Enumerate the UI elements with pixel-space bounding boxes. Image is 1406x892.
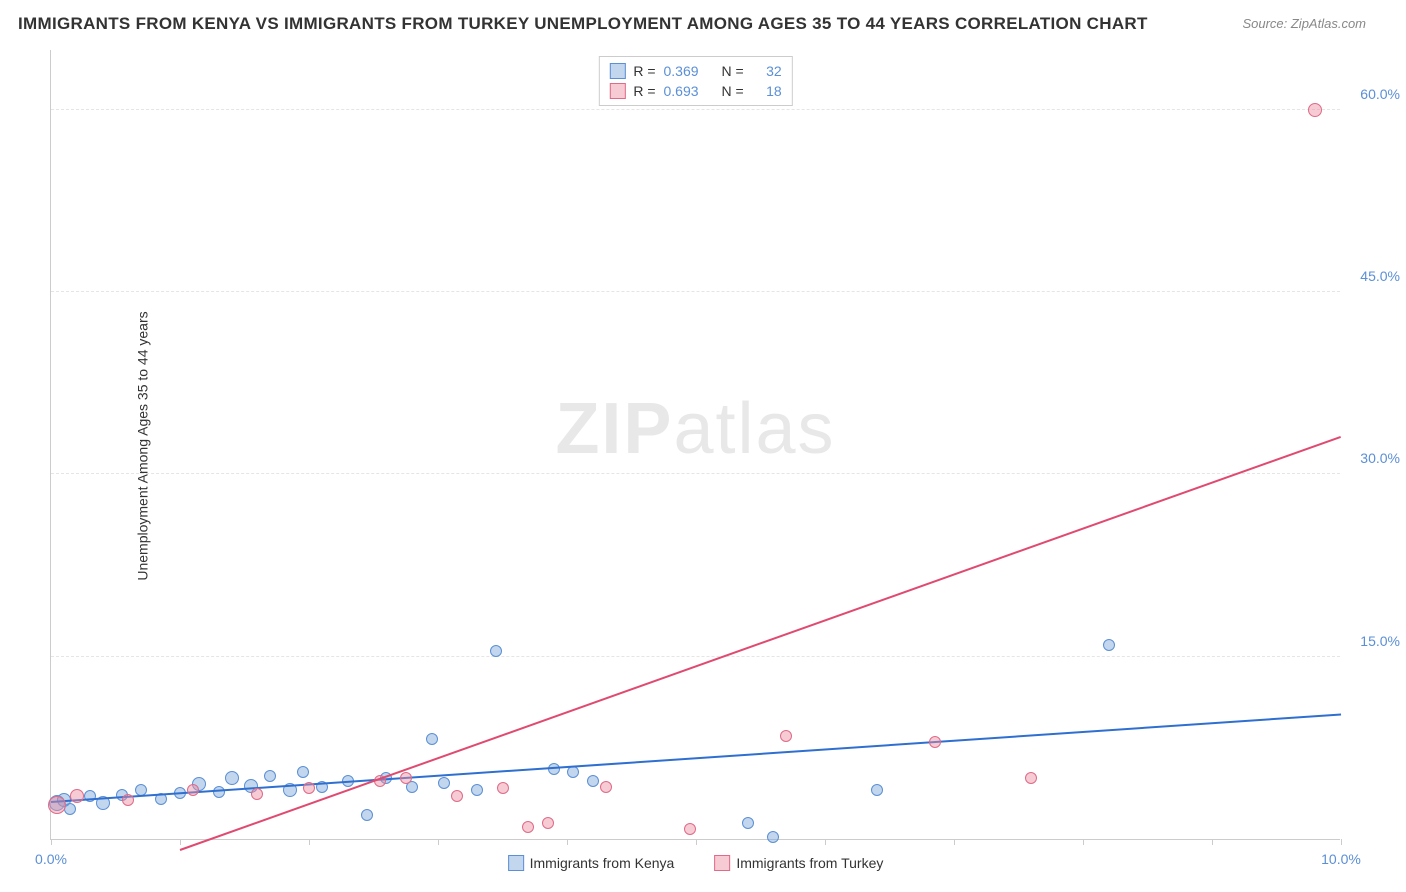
- data-point: [1103, 639, 1115, 651]
- y-tick-label: 60.0%: [1360, 86, 1400, 102]
- data-point: [451, 790, 463, 802]
- stats-row: R = 0.693 N = 18: [609, 81, 781, 101]
- data-point: [871, 784, 883, 796]
- x-tick: [954, 839, 955, 845]
- x-tick: [180, 839, 181, 845]
- data-point: [297, 766, 309, 778]
- stats-row: R = 0.369 N = 32: [609, 61, 781, 81]
- data-point: [522, 821, 534, 833]
- scatter-plot-area: ZIPatlas R =0.369N =32R =0.693N =18 Immi…: [50, 50, 1340, 840]
- x-tick-label: 0.0%: [35, 851, 67, 867]
- gridline: [51, 109, 1340, 110]
- data-point: [361, 809, 373, 821]
- stat-r-value: 0.369: [664, 63, 714, 79]
- data-point: [48, 796, 66, 814]
- legend-item: Immigrants from Kenya: [508, 855, 675, 871]
- data-point: [490, 645, 502, 657]
- watermark: ZIPatlas: [555, 388, 835, 470]
- stat-n-value: 32: [752, 63, 782, 79]
- data-point: [122, 794, 134, 806]
- data-point: [684, 823, 696, 835]
- source-attribution: Source: ZipAtlas.com: [1242, 16, 1366, 31]
- legend-swatch: [609, 83, 625, 99]
- gridline: [51, 656, 1340, 657]
- x-tick: [696, 839, 697, 845]
- data-point: [767, 831, 779, 843]
- data-point: [264, 770, 276, 782]
- data-point: [567, 766, 579, 778]
- stat-n-label: N =: [722, 83, 744, 99]
- x-tick: [1083, 839, 1084, 845]
- x-tick: [825, 839, 826, 845]
- x-tick: [567, 839, 568, 845]
- data-point: [225, 771, 239, 785]
- y-tick-label: 15.0%: [1360, 633, 1400, 649]
- data-point: [1025, 772, 1037, 784]
- data-point: [542, 817, 554, 829]
- x-tick: [1212, 839, 1213, 845]
- legend-label: Immigrants from Kenya: [530, 855, 675, 871]
- data-point: [742, 817, 754, 829]
- x-tick: [1341, 839, 1342, 845]
- y-tick-label: 30.0%: [1360, 450, 1400, 466]
- gridline: [51, 291, 1340, 292]
- stat-r-label: R =: [633, 63, 655, 79]
- data-point: [471, 784, 483, 796]
- data-point: [187, 784, 199, 796]
- y-tick-label: 45.0%: [1360, 268, 1400, 284]
- x-tick: [309, 839, 310, 845]
- legend-swatch: [508, 855, 524, 871]
- data-point: [600, 781, 612, 793]
- data-point: [438, 777, 450, 789]
- stat-r-value: 0.693: [664, 83, 714, 99]
- data-point: [70, 789, 84, 803]
- legend-item: Immigrants from Turkey: [714, 855, 883, 871]
- x-tick: [51, 839, 52, 845]
- stat-n-label: N =: [722, 63, 744, 79]
- stat-n-value: 18: [752, 83, 782, 99]
- data-point: [400, 772, 412, 784]
- data-point: [587, 775, 599, 787]
- legend-swatch: [714, 855, 730, 871]
- trend-line: [51, 713, 1341, 803]
- series-legend: Immigrants from Kenya Immigrants from Tur…: [508, 855, 884, 871]
- data-point: [929, 736, 941, 748]
- legend-label: Immigrants from Turkey: [736, 855, 883, 871]
- data-point: [1308, 103, 1322, 117]
- legend-swatch: [609, 63, 625, 79]
- x-tick-label: 10.0%: [1321, 851, 1361, 867]
- gridline: [51, 473, 1340, 474]
- data-point: [497, 782, 509, 794]
- trend-line: [180, 436, 1342, 851]
- data-point: [303, 782, 315, 794]
- stat-r-label: R =: [633, 83, 655, 99]
- correlation-stats-box: R = 0.369 N = 32 R = 0.693 N = 18: [598, 56, 792, 106]
- data-point: [426, 733, 438, 745]
- data-point: [251, 788, 263, 800]
- x-tick: [438, 839, 439, 845]
- chart-title: IMMIGRANTS FROM KENYA VS IMMIGRANTS FROM…: [18, 14, 1148, 34]
- data-point: [780, 730, 792, 742]
